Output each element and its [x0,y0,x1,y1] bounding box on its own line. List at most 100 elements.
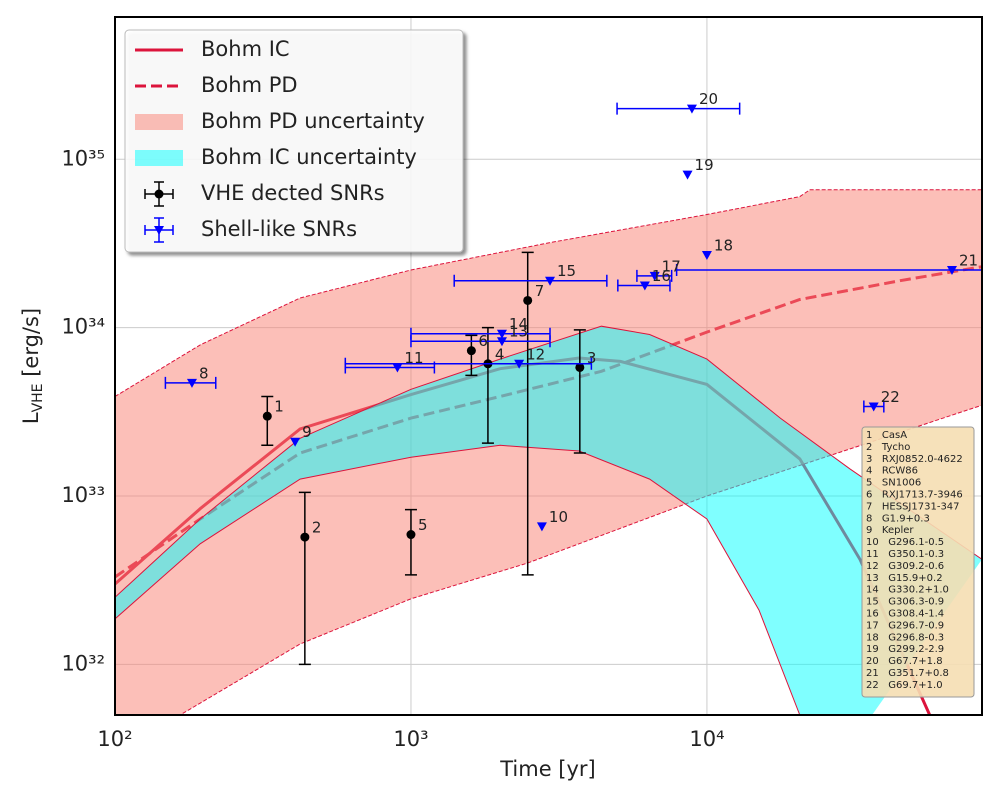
legend-handle [135,150,183,166]
legend: Bohm IC Bohm PD Bohm PD uncertainty Bohm IC… [124,29,464,253]
point-label: 4 [495,345,505,363]
annotation-line: 7 HESSJ1731-347 [866,501,960,512]
upper-limit-marker [545,276,556,286]
legend-label: VHE dected SNRs [201,181,385,205]
point-label: 13 [509,323,528,341]
point-label: 3 [587,349,597,367]
legend-label: Bohm PD uncertainty [201,109,425,133]
annotation-line: 13 G15.9+0.2 [866,573,943,584]
y-tick-label: 10³⁵ [61,146,105,170]
y-error-bar [465,334,478,377]
point-label: 10 [549,508,568,526]
legend-label: Bohm IC uncertainty [201,145,417,169]
x-error-bar [616,102,741,115]
point-label: 17 [662,257,681,275]
point-label: 2 [312,519,322,537]
uncertainty-band [115,189,982,715]
upper-limit-marker [392,363,403,373]
upper-limit-marker [639,281,650,291]
x-error-bar [344,357,593,370]
x-error-bar [675,263,982,276]
y-error-bar [521,251,534,576]
annotation-line: 22 G69.7+1.0 [866,680,943,691]
point-label: 12 [526,345,545,363]
annotation-line: 16 G308.4-1.4 [866,609,944,620]
point-label: 14 [509,315,528,333]
annotation-bg [861,426,975,698]
upper-limit-marker [496,329,507,339]
y-error-bar [404,508,417,576]
legend-label: Bohm IC [201,37,290,61]
data-point [523,295,533,305]
y-label-unit: [erg/s] [19,308,43,384]
point-label: 6 [478,332,488,350]
legend-marker [154,226,164,235]
data-point [262,411,272,421]
upper-limit-marker [536,522,547,532]
point-label: 11 [404,349,423,367]
annotation-line: 10 G296.1-0.5 [866,537,944,548]
upper-limit-marker [290,437,301,447]
axes: 10² 10³ 10⁴ 10³² 10³³ 10³⁴ 10³⁵ [61,146,724,751]
band-edge [115,189,982,397]
upper-limit-marker [649,271,660,281]
point-label: 21 [959,251,978,269]
legend-handle [135,114,183,130]
annotation-line: 11 G350.1-0.3 [866,549,944,560]
upper-limit-marker [686,104,697,114]
point-label: 20 [699,90,718,108]
annotation-line: 4 RCW86 [866,466,918,477]
annotation-line: 18 G296.8-0.3 [866,632,944,643]
y-axis-label: LVHE [erg/s] [19,308,46,424]
y-error-bar [481,326,494,444]
uncertainty-band [115,326,982,715]
annotation-line: 2 Tycho [866,442,910,453]
annotation-line: 19 G299.2-2.9 [866,644,944,655]
annotation-line: 20 G67.7+1.8 [866,656,943,667]
x-tick-label: 10² [97,727,132,751]
upper-limit-marker [868,402,879,412]
annotation-line: 5 SN1006 [866,478,921,489]
upper-limit-marker [946,265,957,275]
data-point [406,530,416,540]
upper-limit-marker [186,378,197,388]
annotation-line: 6 RXJ1713.7-3946 [866,490,963,501]
annotation-line: 3 RXJ0852.0-4622 [866,454,963,465]
y-label-sub: VHE [30,383,46,412]
point-label: 16 [652,267,671,285]
point-label: 8 [199,364,209,382]
plot-area [115,102,982,715]
y-error-bar [298,491,311,666]
upper-limit-marker [514,359,525,369]
band-edge [115,325,982,598]
upper-limit-marker [496,337,507,347]
upper-limit-marker [701,251,712,261]
data-point [466,346,476,356]
x-axis-label: Time [yr] [499,757,596,781]
point-label: 19 [695,156,714,174]
data-point [575,362,585,372]
point-label: 9 [302,423,312,441]
x-tick-label: 10⁴ [689,727,724,751]
legend-label: Bohm PD [201,73,298,97]
plot-frame [114,16,983,716]
annotation-line: 17 G296.7-0.9 [866,620,944,631]
point-label: 7 [535,282,545,300]
y-tick-label: 10³⁴ [61,315,105,339]
point-label: 22 [881,388,900,406]
annotation-line: 15 G306.3-0.9 [866,597,944,608]
point-label: 5 [418,516,428,534]
y-error-bar [573,329,586,454]
y-tick-label: 10³³ [61,483,105,507]
y-label-main: L [19,412,43,424]
x-tick-label: 10³ [393,727,428,751]
data-point [300,532,310,542]
annotation-line: 21 G351.7+0.8 [866,668,949,679]
annotation-line: 8 G1.9+0.3 [866,513,930,524]
point-label: 15 [557,262,576,280]
band-edge [179,404,982,715]
y-error-bar [261,395,274,447]
